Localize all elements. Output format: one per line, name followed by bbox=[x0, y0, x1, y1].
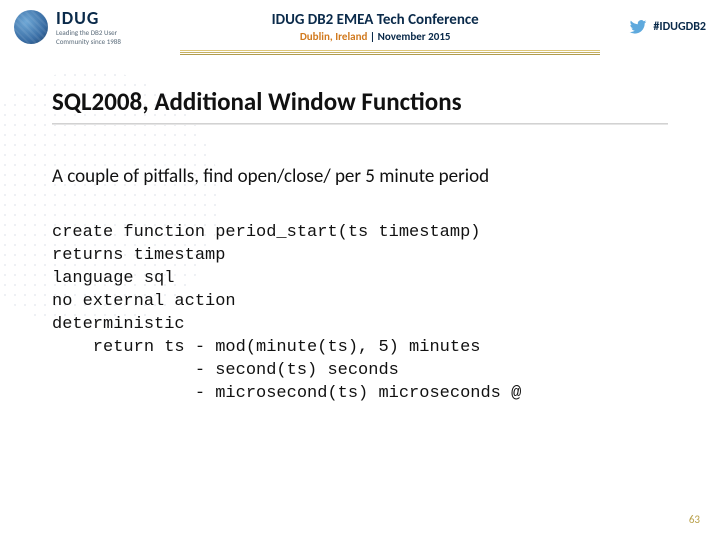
title-rule bbox=[52, 123, 668, 125]
slide-header: IDUG Leading the DB2 User Community sinc… bbox=[0, 0, 720, 50]
conf-date: November 2015 bbox=[378, 30, 451, 43]
idug-text: IDUG Leading the DB2 User Community sinc… bbox=[56, 9, 121, 45]
idug-sub-2: Community since 1988 bbox=[56, 38, 121, 45]
conference-title-block: IDUG DB2 EMEA Tech Conference Dublin, Ir… bbox=[121, 11, 630, 43]
idug-name: IDUG bbox=[56, 9, 121, 27]
globe-icon bbox=[14, 10, 48, 44]
conference-subtitle: Dublin, Ireland | November 2015 bbox=[121, 30, 630, 43]
slide-title: SQL2008, Additional Window Functions bbox=[52, 86, 668, 117]
idug-logo-block: IDUG Leading the DB2 User Community sinc… bbox=[14, 9, 121, 45]
band-3 bbox=[180, 54, 600, 55]
slide: IDUG Leading the DB2 User Community sinc… bbox=[0, 0, 720, 540]
conf-sep: | bbox=[367, 30, 377, 43]
idug-sub-1: Leading the DB2 User bbox=[56, 29, 121, 36]
band-1 bbox=[180, 50, 600, 51]
hashtag-text: #IDUGDB2 bbox=[653, 20, 706, 34]
twitter-icon bbox=[629, 20, 647, 34]
hashtag-block: #IDUGDB2 bbox=[629, 20, 706, 34]
code-block: create function period_start(ts timestam… bbox=[52, 222, 668, 406]
conference-title: IDUG DB2 EMEA Tech Conference bbox=[121, 11, 630, 29]
page-number: 63 bbox=[689, 513, 700, 526]
band-2 bbox=[180, 52, 600, 53]
conf-city: Dublin, Ireland bbox=[300, 30, 368, 43]
lead-text: A couple of pitfalls, find open/close/ p… bbox=[52, 165, 668, 188]
slide-content: SQL2008, Additional Window Functions A c… bbox=[0, 56, 720, 406]
